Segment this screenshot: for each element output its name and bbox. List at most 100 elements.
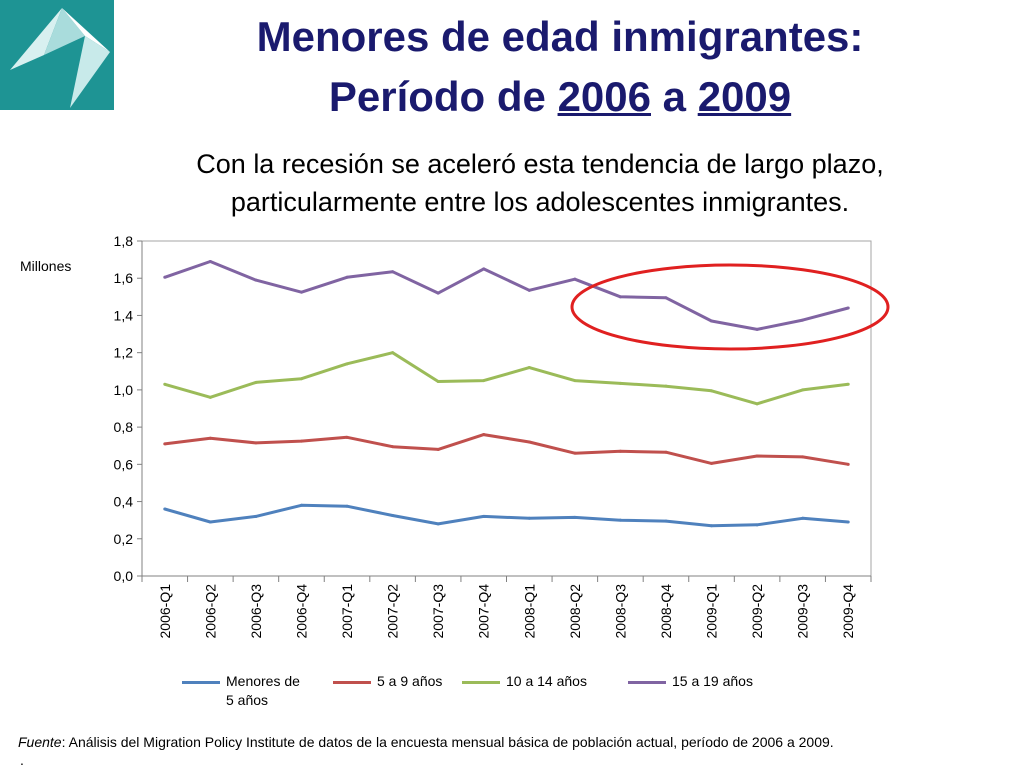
x-tick-label: 2007-Q1 xyxy=(339,584,355,639)
data-point xyxy=(299,377,303,381)
data-point xyxy=(710,389,714,393)
data-point xyxy=(664,519,668,523)
x-tick-label: 2007-Q4 xyxy=(476,584,492,639)
legend-label: Menores de 5 años xyxy=(226,672,300,710)
title-connector: a xyxy=(651,73,698,120)
data-point xyxy=(208,395,212,399)
page-title-line1: Menores de edad inmigrantes: xyxy=(256,13,864,60)
data-point xyxy=(846,462,850,466)
x-tick-label: 2006-Q1 xyxy=(157,584,173,639)
data-point xyxy=(299,439,303,443)
title-year-start: 2006 xyxy=(557,73,651,120)
data-point xyxy=(482,433,486,437)
legend-swatch xyxy=(333,681,371,684)
data-point xyxy=(436,380,440,384)
page-title-line2: Período de 2006 a 2009 xyxy=(120,72,1000,122)
subtitle: Con la recesión se aceleró esta tendenci… xyxy=(110,145,970,221)
data-point xyxy=(527,516,531,520)
data-point xyxy=(573,277,577,281)
series-line xyxy=(164,503,849,528)
title-prefix: Período de xyxy=(328,73,558,120)
x-tick-label: 2007-Q2 xyxy=(385,584,401,639)
data-point xyxy=(755,454,759,458)
x-tick-label: 2009-Q2 xyxy=(749,584,765,639)
data-point xyxy=(436,291,440,295)
x-tick-label: 2009-Q3 xyxy=(795,584,811,639)
data-point xyxy=(664,450,668,454)
subtitle-line2: particularmente entre los adolescentes i… xyxy=(230,187,850,217)
data-point xyxy=(846,382,850,386)
y-tick-label: 1,0 xyxy=(114,382,134,398)
data-point xyxy=(299,503,303,507)
data-point xyxy=(573,379,577,383)
data-point xyxy=(573,451,577,455)
data-point xyxy=(618,449,622,453)
x-tick-label: 2006-Q4 xyxy=(293,584,309,639)
data-point xyxy=(436,447,440,451)
legend-swatch xyxy=(628,681,666,684)
legend-label: 5 a 9 años xyxy=(377,673,443,689)
data-point xyxy=(801,318,805,322)
data-point xyxy=(482,267,486,271)
y-tick-label: 0,8 xyxy=(114,419,134,435)
source-label: Fuente xyxy=(18,734,62,750)
data-point xyxy=(710,319,714,323)
x-tick-label: 2008-Q4 xyxy=(658,584,674,639)
legend-label-line1: Menores de xyxy=(226,673,300,689)
data-point xyxy=(345,504,349,508)
legend-swatch xyxy=(182,681,220,684)
x-tick-label: 2008-Q3 xyxy=(612,584,628,639)
y-tick-label: 0,4 xyxy=(114,494,134,510)
data-point xyxy=(436,522,440,526)
data-point xyxy=(527,366,531,370)
legend-swatch xyxy=(462,681,500,684)
title-year-end: 2009 xyxy=(697,73,792,120)
data-point xyxy=(801,455,805,459)
data-point xyxy=(482,379,486,383)
legend-label: 10 a 14 años xyxy=(506,673,587,689)
data-point xyxy=(254,441,258,445)
y-tick-label: 1,6 xyxy=(114,270,134,286)
legend-label: 15 a 19 años xyxy=(672,673,753,689)
data-point xyxy=(208,259,212,263)
data-point xyxy=(345,362,349,366)
data-point xyxy=(345,275,349,279)
x-tick-label: 2009-Q1 xyxy=(704,584,720,639)
x-tick-label: 2006-Q3 xyxy=(248,584,264,639)
data-point xyxy=(710,461,714,465)
data-point xyxy=(527,288,531,292)
stray-dot: . xyxy=(20,752,24,768)
data-point xyxy=(846,306,850,310)
logo xyxy=(0,0,114,110)
data-point xyxy=(846,520,850,524)
data-point xyxy=(254,514,258,518)
data-point xyxy=(527,440,531,444)
y-tick-label: 1,4 xyxy=(114,307,134,323)
series-line xyxy=(164,433,849,466)
x-tick-label: 2009-Q4 xyxy=(840,584,856,639)
x-tick-label: 2008-Q1 xyxy=(521,584,537,639)
data-point xyxy=(254,278,258,282)
data-point xyxy=(664,296,668,300)
data-point xyxy=(618,295,622,299)
source-note: Fuente: Análisis del Migration Policy In… xyxy=(18,734,834,750)
data-point xyxy=(755,327,759,331)
y-tick-label: 1,8 xyxy=(114,233,134,249)
data-point xyxy=(163,275,167,279)
data-point xyxy=(618,518,622,522)
data-point xyxy=(664,384,668,388)
data-point xyxy=(208,520,212,524)
data-point xyxy=(391,270,395,274)
y-tick-label: 0,0 xyxy=(114,568,134,584)
data-point xyxy=(299,290,303,294)
data-point xyxy=(391,445,395,449)
x-tick-label: 2007-Q3 xyxy=(430,584,446,639)
y-tick-label: 1,2 xyxy=(114,345,134,361)
highlight-ellipse xyxy=(570,263,890,351)
data-point xyxy=(618,381,622,385)
y-tick-label: 0,6 xyxy=(114,456,134,472)
plot-area-border xyxy=(141,240,872,577)
data-point xyxy=(163,382,167,386)
data-point xyxy=(163,442,167,446)
y-tick-label: 0,2 xyxy=(114,531,134,547)
